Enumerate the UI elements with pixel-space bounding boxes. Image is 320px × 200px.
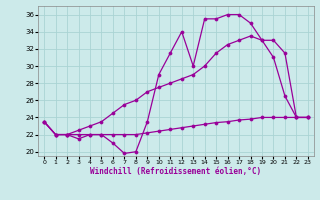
X-axis label: Windchill (Refroidissement éolien,°C): Windchill (Refroidissement éolien,°C) (91, 167, 261, 176)
